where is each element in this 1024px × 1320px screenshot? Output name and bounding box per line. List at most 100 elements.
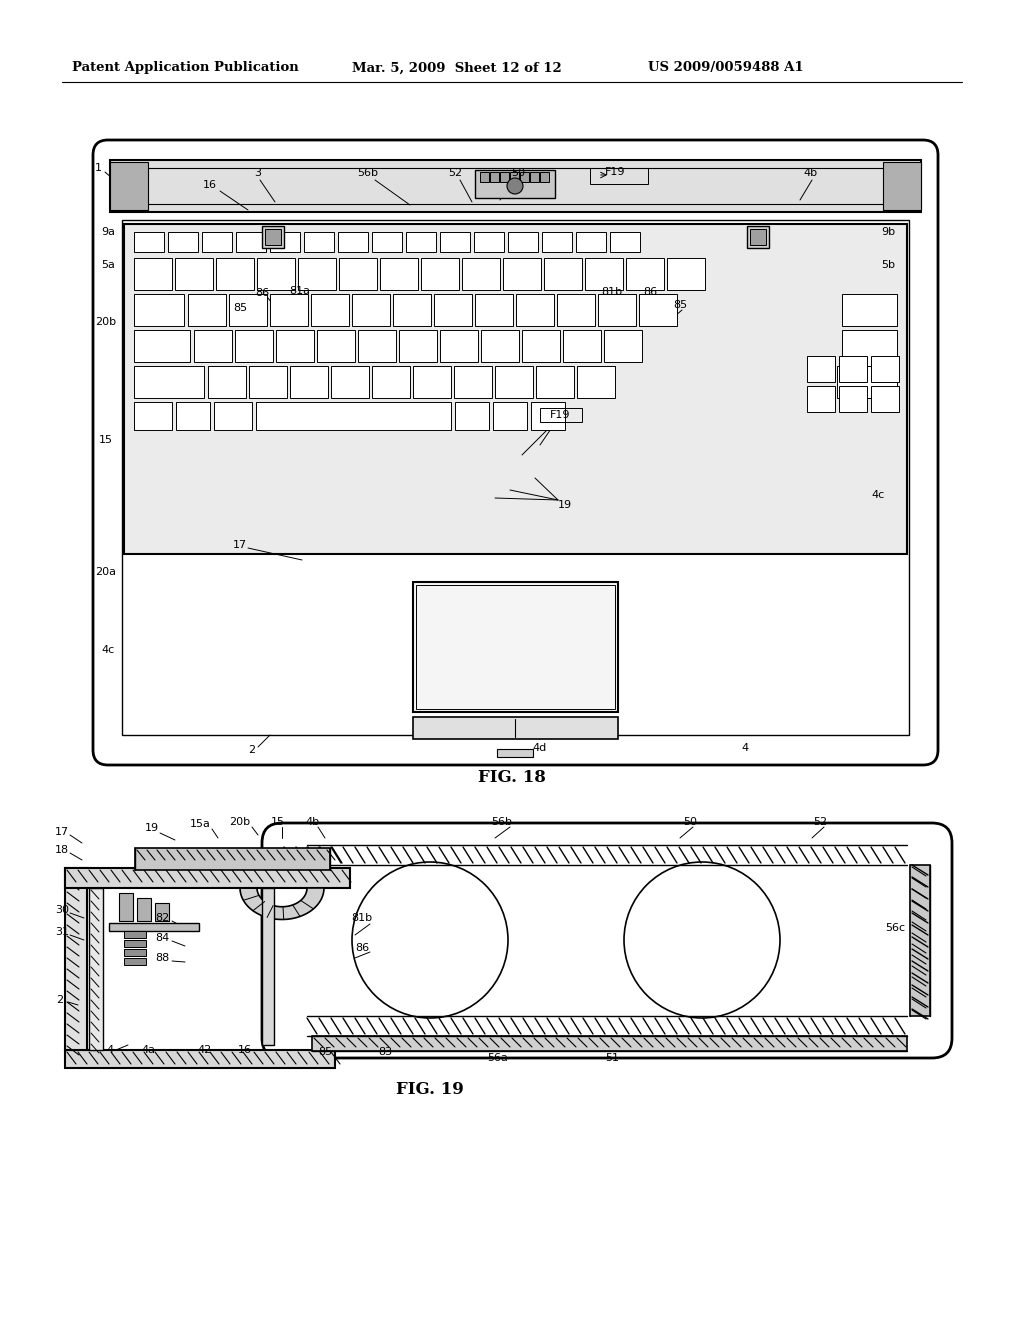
Text: 17: 17 [55, 828, 69, 837]
Text: 4d: 4d [532, 743, 547, 752]
Bar [839, 385, 867, 412]
Bar [440, 330, 478, 362]
Bar [304, 232, 334, 252]
Bar [497, 748, 534, 756]
Bar [249, 366, 287, 399]
Bar [508, 232, 538, 252]
Bar [563, 330, 601, 362]
Text: 31: 31 [55, 927, 69, 937]
Bar [311, 294, 349, 326]
Bar [474, 232, 504, 252]
Bar [134, 366, 204, 399]
Text: 15: 15 [99, 436, 113, 445]
Bar [257, 257, 295, 290]
Text: FIG. 18: FIG. 18 [478, 770, 546, 787]
Bar [493, 403, 527, 430]
Bar [124, 958, 146, 965]
Bar [639, 294, 677, 326]
Text: 85: 85 [673, 300, 687, 310]
Bar [134, 257, 172, 290]
Bar [475, 170, 555, 198]
Text: 19: 19 [145, 822, 159, 833]
Circle shape [507, 178, 523, 194]
Bar [124, 931, 146, 939]
Text: 4b: 4b [803, 168, 817, 178]
Text: 4c: 4c [101, 645, 115, 655]
Bar [434, 294, 472, 326]
Bar [626, 257, 664, 290]
Bar [124, 949, 146, 956]
Bar [610, 232, 640, 252]
Bar [406, 232, 436, 252]
Bar [807, 385, 835, 412]
Bar [208, 366, 246, 399]
Bar [194, 330, 232, 362]
Bar [265, 228, 281, 246]
Text: 16: 16 [203, 180, 217, 190]
Bar [413, 366, 451, 399]
Text: 82: 82 [155, 913, 169, 923]
Text: FIG. 19: FIG. 19 [396, 1081, 464, 1098]
Bar [598, 294, 636, 326]
Bar [188, 294, 226, 326]
Bar [262, 226, 284, 248]
Text: 17: 17 [232, 540, 247, 550]
Bar [520, 172, 529, 182]
Bar [262, 888, 274, 1045]
Text: 86: 86 [355, 942, 369, 953]
Text: 16: 16 [238, 1045, 252, 1055]
Text: 2: 2 [249, 744, 256, 755]
Text: 85: 85 [317, 1047, 332, 1057]
Bar [134, 330, 190, 362]
Text: 5b: 5b [881, 260, 895, 271]
Bar [214, 403, 252, 430]
Bar [871, 356, 899, 381]
Text: 1: 1 [94, 162, 101, 173]
Bar [842, 294, 897, 326]
Text: 81b: 81b [351, 913, 373, 923]
Text: 4b: 4b [305, 817, 319, 828]
Text: 9b: 9b [881, 227, 895, 238]
Text: 20b: 20b [229, 817, 251, 828]
Bar [393, 294, 431, 326]
Bar [155, 903, 169, 921]
Bar [454, 366, 492, 399]
Text: 81b: 81b [601, 286, 623, 297]
Text: 18: 18 [55, 845, 69, 855]
Text: 56c: 56c [885, 923, 905, 933]
Text: 30: 30 [55, 906, 69, 915]
Text: 56b: 56b [357, 168, 379, 178]
Bar [124, 940, 146, 946]
Bar [510, 172, 519, 182]
Bar [380, 257, 418, 290]
Bar [522, 330, 560, 362]
Bar [503, 257, 541, 290]
Bar [750, 228, 766, 246]
Bar [416, 585, 615, 709]
Text: 4a: 4a [141, 1045, 155, 1055]
Bar [317, 330, 355, 362]
Bar [530, 172, 539, 182]
Text: 56a: 56a [487, 1053, 509, 1063]
Bar [372, 366, 410, 399]
Bar [413, 582, 618, 711]
Bar [229, 294, 267, 326]
Bar [807, 356, 835, 381]
Bar [837, 366, 897, 399]
Text: Mar. 5, 2009  Sheet 12 of 12: Mar. 5, 2009 Sheet 12 of 12 [352, 62, 562, 74]
Text: 3: 3 [255, 168, 261, 178]
Bar [352, 294, 390, 326]
Bar [298, 257, 336, 290]
Text: 86: 86 [255, 288, 269, 298]
Bar [270, 294, 308, 326]
Bar [256, 403, 451, 430]
Text: 4: 4 [741, 743, 749, 752]
Text: 9a: 9a [101, 227, 115, 238]
Bar [604, 330, 642, 362]
Bar [421, 257, 459, 290]
Bar [842, 330, 897, 399]
Bar [399, 330, 437, 362]
FancyBboxPatch shape [93, 140, 938, 766]
Bar [124, 224, 907, 554]
Bar [413, 717, 618, 739]
